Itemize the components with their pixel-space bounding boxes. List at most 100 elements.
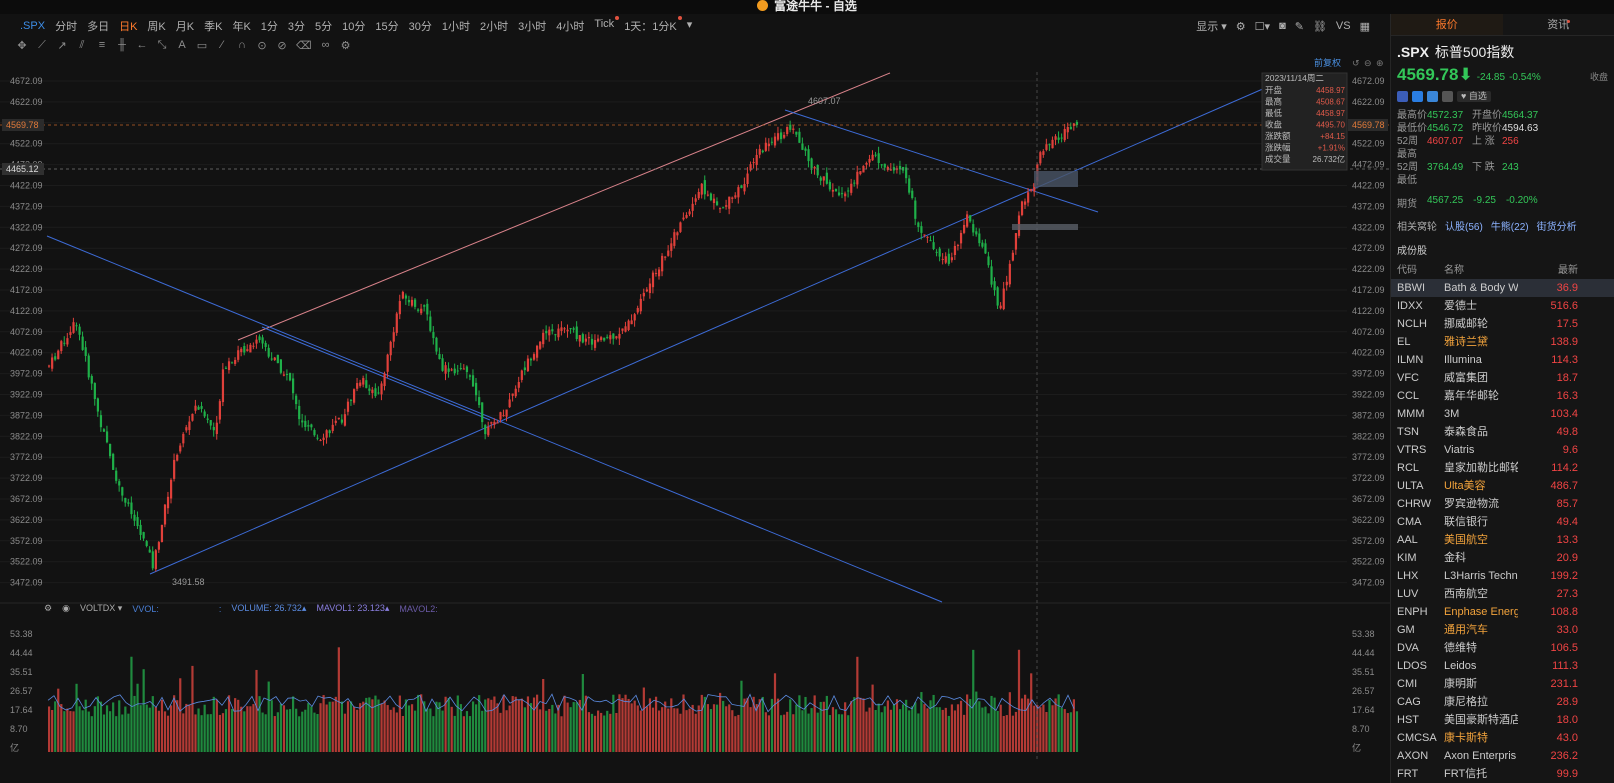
period-tab[interactable]: 周K	[147, 21, 166, 33]
table-row[interactable]: GM 通用汽车 33.0	[1391, 621, 1614, 639]
link-icon[interactable]: ⛓	[1312, 20, 1327, 33]
link-call-warrants[interactable]: 认股(56)	[1445, 222, 1483, 233]
table-row[interactable]: CMCSA 康卡斯特 43.0	[1391, 729, 1614, 747]
crosshair-icon[interactable]: ✥	[17, 39, 27, 52]
adjust-mode-label[interactable]: 前复权	[1314, 57, 1341, 68]
period-tab[interactable]: 2小时	[480, 21, 509, 33]
grid-badge-icon[interactable]	[1442, 91, 1453, 102]
table-row[interactable]: CMA 联信银行 49.4	[1391, 513, 1614, 531]
futures-row[interactable]: 期货 4567.25 -9.25 -0.20%	[1397, 195, 1614, 210]
table-row[interactable]: ULTA Ulta美容 486.7	[1391, 477, 1614, 495]
period-tab[interactable]: 1天：1分K	[624, 16, 682, 34]
link-cbbc[interactable]: 牛熊(22)	[1490, 222, 1529, 233]
period-tab[interactable]: 10分	[342, 21, 366, 33]
table-row[interactable]: CCL 嘉年华邮轮 16.3	[1391, 387, 1614, 405]
table-row[interactable]: MMM 3M 103.4	[1391, 405, 1614, 423]
reset-icon[interactable]: ↺	[1352, 58, 1360, 68]
table-row[interactable]: CAG 康尼格拉 28.9	[1391, 693, 1614, 711]
row-price: 27.3	[1556, 588, 1578, 600]
header-price[interactable]: 最新	[1558, 265, 1578, 276]
magnet-icon[interactable]: ∩	[238, 39, 246, 51]
period-tab[interactable]: 月K	[175, 21, 195, 33]
period-tab[interactable]: 年K	[232, 21, 251, 33]
channel-icon[interactable]: ⫽	[79, 38, 85, 51]
table-row[interactable]: ILMN Illumina 114.3	[1391, 351, 1614, 369]
period-tab[interactable]: 1分	[260, 21, 278, 33]
table-row[interactable]: ENPH Enphase Energ 108.8	[1391, 603, 1614, 621]
trendline-icon[interactable]: ⟋	[38, 38, 46, 51]
zoom-in-icon[interactable]: ⊕	[1376, 58, 1384, 68]
brush-icon[interactable]: ⁄	[221, 39, 223, 51]
header-name[interactable]: 名称	[1444, 265, 1464, 276]
vs-button[interactable]: VS	[1335, 20, 1351, 32]
period-tab[interactable]: 5分	[315, 21, 333, 33]
display-menu-button[interactable]: 显示 ▾	[1196, 21, 1227, 33]
period-tab[interactable]: 1小时	[441, 21, 471, 33]
table-row[interactable]: CMI 康明斯 231.1	[1391, 675, 1614, 693]
text-icon[interactable]: A	[178, 39, 186, 51]
link-drawing-icon[interactable]: ∞	[321, 39, 330, 51]
table-row[interactable]: DVA 德维特 106.5	[1391, 639, 1614, 657]
fib-icon[interactable]: ≡	[98, 39, 106, 51]
watchlist-button[interactable]: ♥ 自选	[1457, 91, 1491, 102]
period-tab[interactable]: 30分	[408, 21, 432, 33]
table-row[interactable]: AAL 美国航空 13.3	[1391, 531, 1614, 549]
table-row[interactable]: KIM 金科 20.9	[1391, 549, 1614, 567]
table-row[interactable]: EL 雅诗兰黛 138.9	[1391, 333, 1614, 351]
chevron-down-icon[interactable]: ▾	[686, 19, 693, 31]
table-row[interactable]: TSN 泰森食品 49.8	[1391, 423, 1614, 441]
drawing-settings-icon[interactable]: ⚙	[340, 39, 351, 52]
lightning-icon[interactable]	[1412, 91, 1423, 102]
draw-icon[interactable]: ✎	[1294, 20, 1304, 33]
futures-price: 4567.25	[1427, 195, 1464, 206]
kline-chart[interactable]: 4672.094672.094622.094622.094572.094572.…	[0, 55, 1390, 783]
table-row[interactable]: HST 美国豪斯特酒店 18.0	[1391, 711, 1614, 729]
table-row[interactable]: IDXX 爱德士 516.6	[1391, 297, 1614, 315]
tab-news[interactable]: 资讯	[1503, 14, 1614, 35]
volume-indicator-name[interactable]: VOLTDX ▾	[79, 603, 123, 613]
period-tab[interactable]: 分时	[55, 21, 78, 33]
grid-icon[interactable]: ▦	[1359, 20, 1370, 33]
arrow-icon[interactable]: ←	[136, 39, 148, 51]
link-outstanding[interactable]: 街货分析	[1536, 222, 1577, 233]
table-row[interactable]: BBWI Bath & Body W 36.9	[1391, 279, 1614, 297]
table-row[interactable]: NCLH 挪威邮轮 17.5	[1391, 315, 1614, 333]
period-tab[interactable]: 多日	[87, 21, 110, 33]
period-tab[interactable]: 3分	[287, 21, 306, 33]
indicator-toggle-icon[interactable]: ◉	[62, 603, 70, 613]
candle-body	[163, 504, 167, 525]
gann-icon[interactable]: ╫	[118, 39, 126, 51]
period-tab[interactable]: 3小时	[518, 21, 547, 33]
lock-icon[interactable]: ⊙	[257, 39, 267, 52]
chat-icon[interactable]	[1427, 91, 1438, 102]
zoom-out-icon[interactable]: ⊖	[1364, 58, 1372, 68]
table-row[interactable]: LHX L3Harris Techn 199.2	[1391, 567, 1614, 585]
tab-quote[interactable]: 报价	[1391, 14, 1503, 35]
candle-body	[664, 256, 667, 258]
table-row[interactable]: AXON Axon Enterpris 236.2	[1391, 747, 1614, 765]
candle-body	[392, 332, 395, 342]
table-row[interactable]: LUV 西南航空 27.3	[1391, 585, 1614, 603]
table-row[interactable]: LDOS Leidos 111.3	[1391, 657, 1614, 675]
ray-icon[interactable]: ↗	[57, 39, 67, 52]
table-row[interactable]: VFC 威富集团 18.7	[1391, 369, 1614, 387]
period-tab[interactable]: 日K	[119, 21, 138, 33]
measure-icon[interactable]: ⤡	[157, 38, 167, 51]
table-row[interactable]: CHRW 罗宾逊物流 85.7	[1391, 495, 1614, 513]
period-tab[interactable]: 季K	[204, 21, 223, 33]
period-tab[interactable]: Tick	[594, 16, 619, 34]
period-tab[interactable]: 15分	[375, 21, 399, 33]
period-tab[interactable]: 4小时	[556, 21, 585, 33]
note-icon[interactable]: ▭	[196, 39, 208, 52]
table-row[interactable]: VTRS Viatris 9.6	[1391, 441, 1614, 459]
table-row[interactable]: RCL 皇家加勒比邮轮 114.2	[1391, 459, 1614, 477]
indicator-settings-icon[interactable]: ⚙	[44, 603, 53, 613]
symbol-label[interactable]: .SPX	[20, 20, 46, 32]
table-row[interactable]: FRT FRT信托 99.9	[1391, 765, 1614, 783]
layout-icon[interactable]: ☐▾	[1254, 20, 1271, 33]
delete-icon[interactable]: ⌫	[296, 39, 312, 52]
header-code[interactable]: 代码	[1397, 265, 1417, 276]
hide-icon[interactable]: ⊘	[277, 39, 287, 52]
settings-icon[interactable]: ⚙	[1235, 20, 1246, 33]
camera-icon[interactable]: ◙	[1279, 20, 1286, 32]
